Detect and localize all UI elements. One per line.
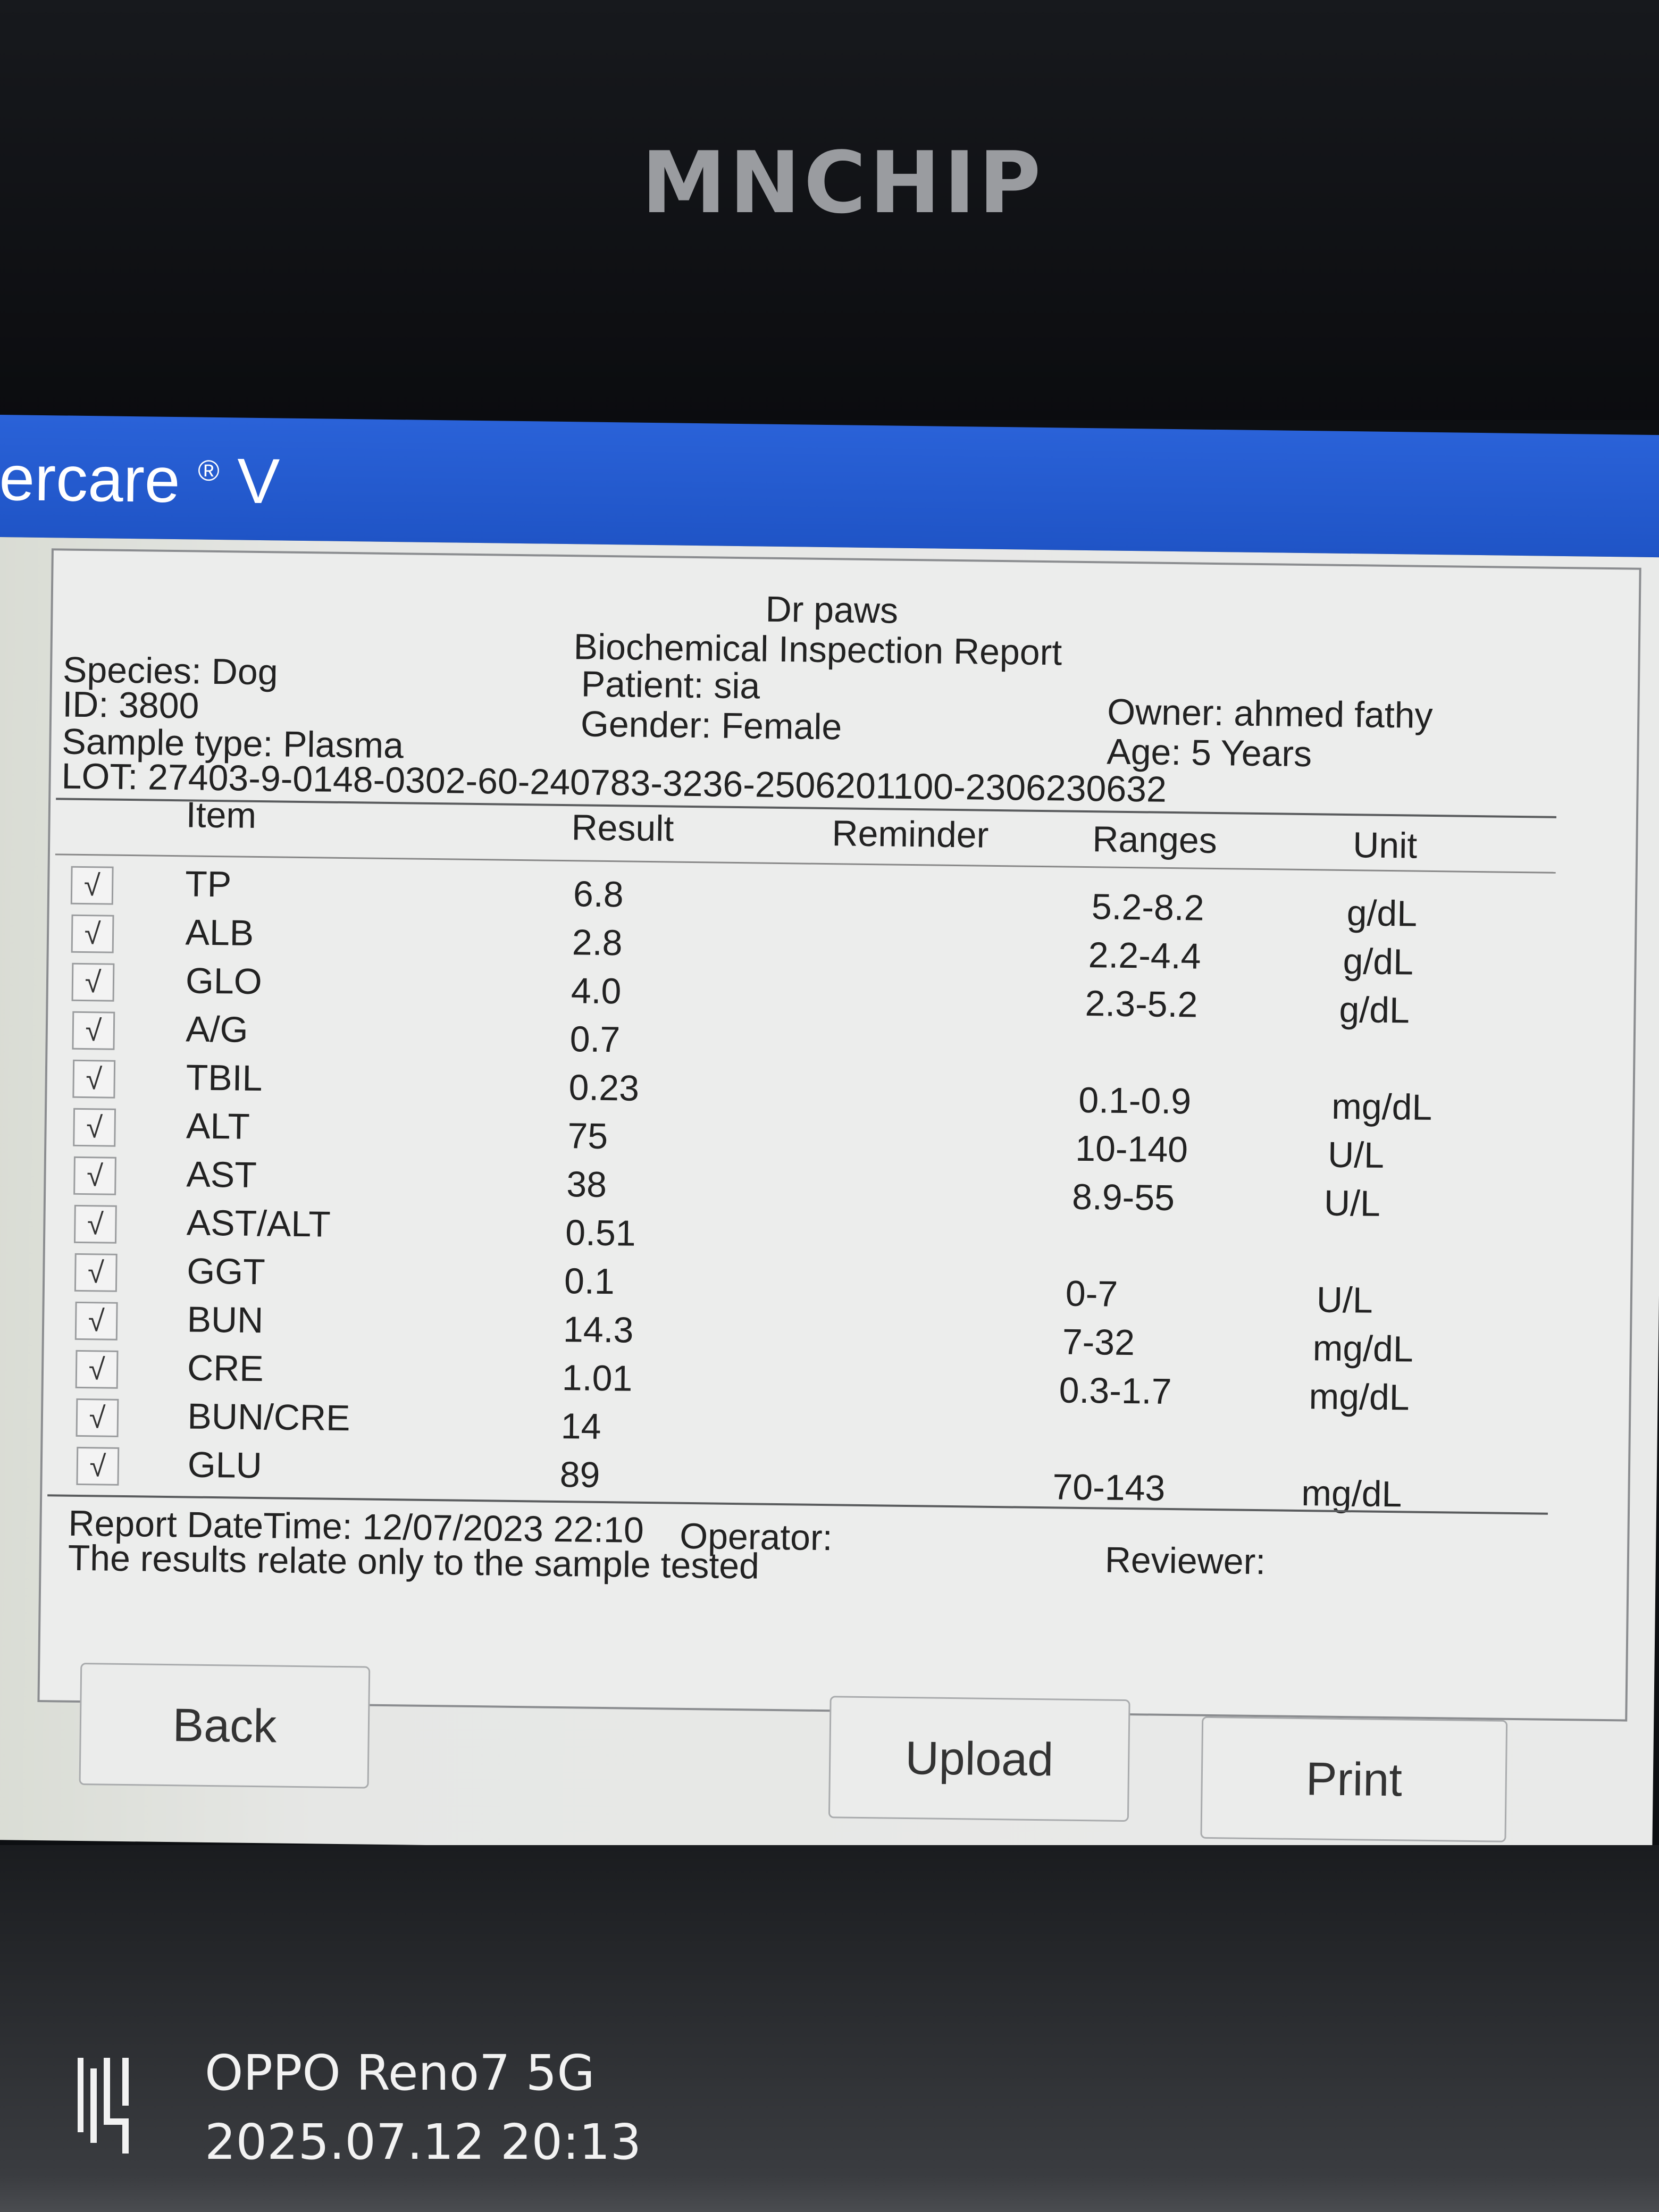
row-result: 14.3 (563, 1309, 634, 1351)
device-screen: ercare ® V Dr paws Biochemical Inspectio… (0, 415, 1659, 1861)
clinic-name: Dr paws (765, 589, 899, 631)
row-range: 10-140 (1075, 1128, 1188, 1170)
row-unit: g/dL (1339, 989, 1410, 1031)
row-item: ALB (185, 912, 254, 953)
row-range: 0.1-0.9 (1078, 1079, 1192, 1122)
device-brand-logo: MNCHIP (641, 133, 1044, 232)
row-checkbox[interactable]: √ (74, 1301, 118, 1340)
row-item: TP (185, 864, 232, 905)
row-checkbox[interactable]: √ (76, 1446, 120, 1486)
row-unit: mg/dL (1309, 1376, 1410, 1418)
column-header-reminder: Reminder (832, 813, 989, 856)
device-bezel-top: MNCHIP (0, 0, 1659, 420)
title-bar: ercare ® V (0, 415, 1659, 558)
row-checkbox[interactable]: √ (71, 914, 114, 953)
row-result: 14 (560, 1406, 601, 1447)
row-result: 38 (566, 1164, 607, 1205)
registered-mark: ® (197, 454, 220, 488)
row-checkbox[interactable]: √ (73, 1108, 116, 1147)
row-result: 4.0 (571, 970, 622, 1012)
row-range: 0.3-1.7 (1059, 1370, 1172, 1412)
row-range: 0-7 (1065, 1273, 1118, 1314)
row-result: 6.8 (573, 874, 624, 915)
camera-watermark-logo-icon (78, 2058, 129, 2154)
row-checkbox[interactable]: √ (71, 962, 115, 1002)
row-checkbox[interactable]: √ (73, 1156, 116, 1195)
row-result: 0.51 (565, 1212, 636, 1254)
row-range: 8.9-55 (1071, 1176, 1175, 1219)
row-item: A/G (185, 1009, 249, 1050)
column-header-unit: Unit (1352, 825, 1418, 866)
row-range: 7-32 (1062, 1321, 1135, 1363)
row-result: 1.01 (562, 1358, 633, 1399)
row-result: 2.8 (572, 922, 623, 963)
row-result: 0.23 (568, 1067, 640, 1109)
row-item: AST (186, 1154, 257, 1196)
row-range: 5.2-8.2 (1091, 886, 1205, 928)
row-range: 2.3-5.2 (1085, 983, 1198, 1025)
row-item: GLU (187, 1444, 263, 1486)
patient-id: ID: 3800 (62, 684, 199, 726)
row-item: ALT (186, 1105, 250, 1147)
owner: Owner: ahmed fathy (1107, 691, 1434, 736)
row-result: 75 (567, 1116, 608, 1157)
row-checkbox[interactable]: √ (74, 1253, 118, 1292)
row-item: TBIL (186, 1057, 263, 1099)
gender: Gender: Female (580, 703, 842, 748)
report-panel: Dr paws Biochemical Inspection Report Sp… (37, 548, 1641, 1722)
disclaimer: The results relate only to the sample te… (68, 1537, 760, 1587)
app-title-suffix: V (237, 445, 280, 517)
back-button[interactable]: Back (79, 1663, 371, 1789)
row-item: GGT (186, 1251, 266, 1293)
row-range: 70-143 (1052, 1467, 1166, 1509)
row-item: CRE (187, 1347, 264, 1389)
row-item: AST/ALT (186, 1202, 331, 1245)
row-item: BUN/CRE (187, 1396, 351, 1439)
row-item: GLO (185, 960, 263, 1002)
row-item: BUN (187, 1299, 264, 1341)
watermark-datetime: 2025.07.12 20:13 (205, 2114, 642, 2171)
row-result: 89 (559, 1454, 600, 1495)
row-unit: mg/dL (1331, 1086, 1432, 1128)
row-checkbox[interactable]: √ (72, 1011, 115, 1050)
row-unit: U/L (1316, 1279, 1373, 1321)
app-title: ercare ® V (0, 441, 280, 518)
row-unit: U/L (1327, 1134, 1385, 1176)
row-unit: mg/dL (1312, 1328, 1414, 1370)
row-unit: mg/dL (1301, 1473, 1402, 1515)
column-header-ranges: Ranges (1092, 819, 1218, 861)
reviewer-label: Reviewer: (1104, 1539, 1266, 1582)
patient-name: Patient: sia (581, 664, 760, 707)
upload-button[interactable]: Upload (828, 1696, 1130, 1822)
row-unit: g/dL (1343, 941, 1414, 983)
row-checkbox[interactable]: √ (76, 1398, 119, 1437)
row-unit: U/L (1323, 1183, 1381, 1224)
row-checkbox[interactable]: √ (72, 1059, 116, 1099)
watermark-model: OPPO Reno7 5G (205, 2045, 595, 2101)
app-title-text: ercare (0, 442, 181, 516)
row-unit: g/dL (1346, 893, 1418, 934)
row-checkbox[interactable]: √ (75, 1350, 119, 1389)
column-header-result: Result (571, 807, 674, 849)
app-body: Dr paws Biochemical Inspection Report Sp… (0, 537, 1659, 1861)
row-checkbox[interactable]: √ (73, 1204, 117, 1244)
device-bezel-bottom (0, 1845, 1659, 2212)
row-result: 0.1 (564, 1261, 615, 1302)
column-header-item: Item (186, 794, 257, 836)
table-header-divider (55, 853, 1556, 874)
row-checkbox[interactable]: √ (70, 866, 114, 905)
print-button[interactable]: Print (1200, 1716, 1508, 1842)
row-result: 0.7 (569, 1019, 621, 1060)
row-range: 2.2-4.4 (1088, 935, 1201, 977)
